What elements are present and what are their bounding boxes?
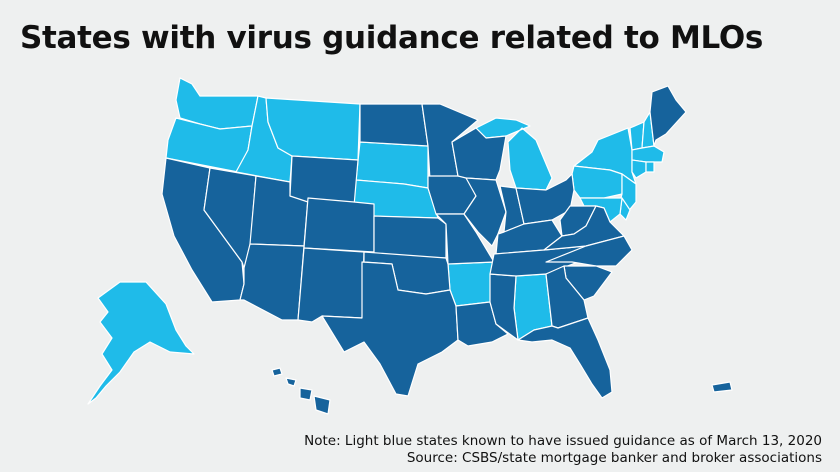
- state-ar: [447, 261, 495, 307]
- state-az: [239, 243, 305, 321]
- source-note: Source: CSBS/state mortgage banker and b…: [406, 450, 822, 466]
- other-states: [161, 85, 733, 415]
- state-ak: [87, 281, 195, 405]
- map-footer: Note: Light blue states known to have is…: [304, 433, 822, 467]
- state-nd: [359, 103, 429, 147]
- state-co: [303, 197, 375, 253]
- state-wi: [451, 127, 507, 181]
- state-ct: [631, 159, 647, 179]
- state-me: [649, 85, 687, 147]
- state-va: [543, 205, 625, 251]
- state-il: [463, 177, 507, 247]
- state-pr: [711, 381, 733, 393]
- state-tx: [321, 261, 459, 397]
- legend-note: Note: Light blue states known to have is…: [304, 433, 822, 449]
- state-wy: [289, 155, 359, 207]
- state-hi-2: [285, 377, 297, 387]
- state-hi-4: [313, 395, 331, 415]
- state-hi-1: [271, 367, 283, 377]
- state-ks: [373, 215, 447, 259]
- state-ri: [645, 161, 655, 173]
- state-nm: [297, 247, 365, 323]
- state-hi-3: [299, 387, 313, 401]
- state-nc: [545, 235, 633, 267]
- state-fl: [517, 317, 613, 399]
- map-title: States with virus guidance related to ML…: [20, 20, 764, 56]
